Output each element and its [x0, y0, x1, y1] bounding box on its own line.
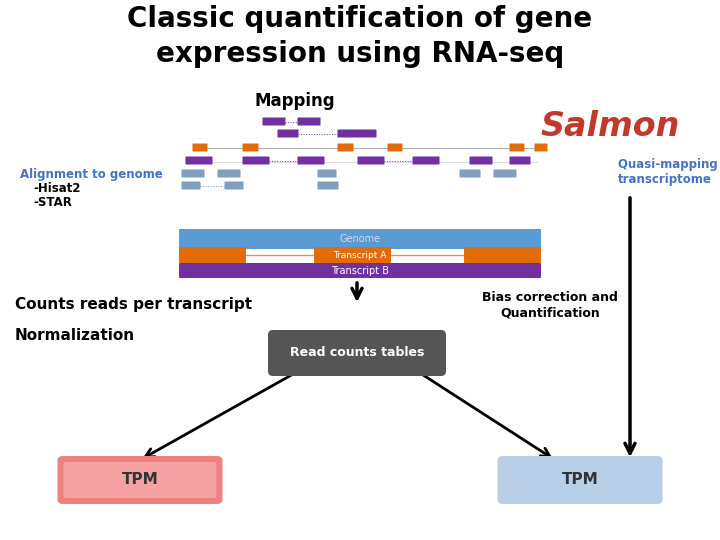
FancyBboxPatch shape: [387, 144, 402, 152]
FancyBboxPatch shape: [181, 181, 200, 190]
FancyBboxPatch shape: [186, 157, 212, 165]
Text: Classic quantification of gene
expression using RNA-seq: Classic quantification of gene expressio…: [127, 5, 593, 68]
FancyBboxPatch shape: [510, 144, 524, 152]
FancyBboxPatch shape: [63, 462, 217, 498]
Text: TPM: TPM: [122, 472, 158, 488]
FancyBboxPatch shape: [493, 170, 516, 178]
Text: Counts reads per transcript: Counts reads per transcript: [15, 298, 252, 313]
FancyBboxPatch shape: [297, 157, 325, 165]
FancyBboxPatch shape: [469, 157, 492, 165]
FancyBboxPatch shape: [510, 157, 531, 165]
FancyBboxPatch shape: [192, 144, 207, 152]
FancyBboxPatch shape: [459, 170, 480, 178]
FancyBboxPatch shape: [268, 330, 446, 376]
FancyBboxPatch shape: [413, 157, 439, 165]
FancyBboxPatch shape: [464, 247, 541, 263]
FancyBboxPatch shape: [243, 144, 258, 152]
FancyBboxPatch shape: [318, 181, 338, 190]
FancyBboxPatch shape: [338, 130, 377, 138]
FancyBboxPatch shape: [243, 157, 269, 165]
Text: Salmon: Salmon: [540, 110, 680, 143]
FancyBboxPatch shape: [179, 247, 246, 263]
FancyBboxPatch shape: [181, 170, 204, 178]
FancyBboxPatch shape: [225, 181, 243, 190]
Text: Read counts tables: Read counts tables: [290, 347, 424, 360]
Text: Normalization: Normalization: [15, 327, 135, 342]
Text: Genome: Genome: [339, 234, 381, 244]
FancyBboxPatch shape: [534, 144, 547, 152]
Text: Mapping: Mapping: [255, 92, 336, 110]
Text: TPM: TPM: [562, 472, 598, 488]
Text: -Hisat2: -Hisat2: [33, 182, 81, 195]
FancyBboxPatch shape: [277, 130, 299, 138]
FancyBboxPatch shape: [498, 456, 662, 504]
FancyBboxPatch shape: [338, 144, 354, 152]
FancyBboxPatch shape: [263, 118, 286, 125]
Text: Transcript A: Transcript A: [333, 251, 387, 260]
Text: Alignment to genome: Alignment to genome: [20, 168, 163, 181]
Text: Bias correction and
Quantification: Bias correction and Quantification: [482, 291, 618, 319]
FancyBboxPatch shape: [358, 157, 384, 165]
FancyBboxPatch shape: [58, 456, 222, 504]
FancyBboxPatch shape: [179, 229, 541, 249]
Text: -STAR: -STAR: [33, 196, 72, 209]
FancyBboxPatch shape: [297, 118, 320, 125]
FancyBboxPatch shape: [179, 263, 541, 278]
FancyBboxPatch shape: [318, 170, 336, 178]
Text: Transcript B: Transcript B: [331, 266, 389, 275]
FancyBboxPatch shape: [217, 170, 240, 178]
FancyBboxPatch shape: [314, 247, 391, 263]
Text: Quasi-mapping to
transcriptome: Quasi-mapping to transcriptome: [618, 158, 720, 186]
